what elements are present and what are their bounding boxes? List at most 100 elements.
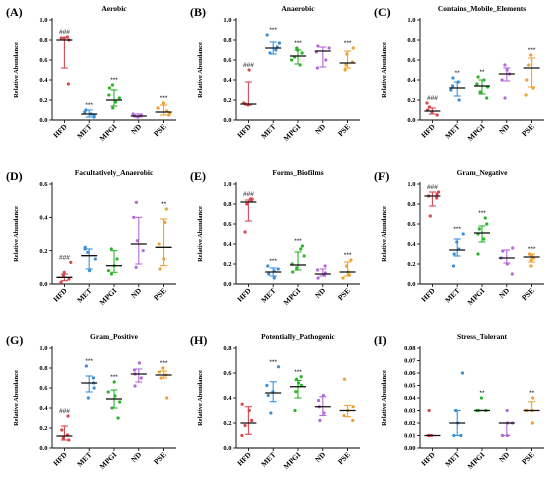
x-tick-label-mpgi: MPGI: [466, 122, 487, 143]
data-point-met: [451, 264, 456, 268]
x-tick-label-hfd: HFD: [235, 122, 253, 140]
data-point-hfd: [427, 408, 431, 413]
y-tick-label: 0.4: [39, 405, 48, 412]
y-axis-label: Relative Abundance: [381, 206, 388, 262]
data-point-mpgi: [300, 51, 304, 55]
significance-label-met: ***: [453, 226, 461, 233]
panel-letter: (H): [190, 333, 207, 347]
x-tick-label-hfd: HFD: [51, 286, 69, 304]
data-point-nd: [316, 276, 320, 280]
data-point-met: [265, 33, 269, 37]
x-tick-label-mpgi: MPGI: [466, 286, 487, 307]
chart-panel: (C) Contains_Mobile_Elements Relative Abun…: [374, 2, 550, 162]
significance-label-met: **: [455, 70, 461, 77]
chart-title: Stress_Tolerant: [457, 332, 508, 341]
data-point-pse: [157, 242, 161, 246]
significance-label-mpgi: ***: [110, 77, 118, 84]
data-point-mpgi: [302, 254, 306, 258]
x-tick-label-hfd: HFD: [419, 450, 437, 468]
data-point-met: [460, 371, 465, 375]
x-tick-label-nd: ND: [313, 122, 327, 136]
data-point-nd: [139, 376, 143, 380]
data-point-mpgi: [107, 93, 111, 97]
data-point-hfd: [243, 423, 247, 428]
x-tick-label-pse: PSE: [520, 450, 536, 466]
data-point-mpgi: [290, 58, 294, 62]
significance-label-met: ***: [85, 358, 93, 365]
x-tick-label-nd: ND: [313, 286, 327, 300]
data-point-nd: [137, 361, 142, 365]
significance-label-hfd: ###: [59, 254, 70, 261]
chart-panel: (G) Gram_Positive Relative Abundance 0.0 0.2…: [6, 330, 182, 490]
data-point-nd: [503, 96, 507, 100]
y-tick-label: 0.08: [404, 345, 416, 352]
data-point-met: [269, 411, 273, 415]
data-point-hfd: [66, 82, 71, 86]
data-point-met: [452, 252, 456, 256]
data-point-nd: [315, 268, 320, 272]
data-point-met: [86, 396, 90, 400]
data-point-met: [86, 250, 90, 254]
x-tick-label-mpgi: MPGI: [282, 122, 303, 143]
y-tick-label: 0.2: [407, 261, 415, 268]
data-point-met: [451, 76, 455, 80]
data-point-nd: [510, 272, 514, 276]
y-tick-label: 0.2: [223, 97, 231, 104]
data-point-nd: [324, 58, 328, 62]
data-point-pse: [164, 207, 168, 211]
data-point-met: [276, 365, 281, 369]
x-tick-label-hfd: HFD: [235, 286, 253, 304]
data-point-mpgi: [115, 257, 119, 261]
y-tick-label: 0.04: [404, 395, 416, 402]
chart-svg: (G) Gram_Positive Relative Abundance 0.0 0.2…: [6, 332, 176, 471]
x-tick-label-nd: ND: [313, 450, 327, 464]
y-axis-label: Relative Abundance: [197, 206, 204, 262]
data-point-met: [266, 393, 270, 398]
data-point-hfd: [436, 190, 441, 194]
data-point-nd: [316, 44, 320, 48]
x-tick-label-met: MET: [75, 286, 93, 304]
data-point-mpgi: [291, 270, 295, 274]
significance-label-pse: ***: [344, 252, 352, 259]
y-tick-label: 0.06: [404, 370, 416, 377]
y-tick-label: 0.8: [39, 365, 48, 372]
data-point-pse: [351, 405, 355, 409]
significance-label-hfd: ###: [59, 29, 70, 36]
x-tick-label-pse: PSE: [336, 122, 352, 138]
x-tick-label-met: MET: [75, 122, 93, 140]
x-tick-label-pse: PSE: [520, 286, 536, 302]
data-point-mpgi: [485, 222, 489, 226]
y-tick-label: 0.0: [39, 445, 47, 452]
data-point-nd: [315, 66, 319, 70]
data-point-met: [93, 257, 97, 261]
chart-title: Potentially_Pathogenic: [261, 332, 335, 341]
data-point-nd: [500, 433, 505, 438]
data-point-nd: [132, 368, 137, 372]
significance-label-hfd: ###: [243, 62, 254, 69]
chart-svg: (C) Contains_Mobile_Elements Relative Abun…: [374, 4, 544, 143]
significance-label-mpgi: ***: [294, 40, 302, 47]
data-point-pse: [351, 418, 355, 423]
data-point-met: [277, 41, 282, 45]
y-tick-label: 1.0: [407, 181, 415, 188]
y-tick-label: 0.8: [39, 37, 48, 44]
significance-label-mpgi: ***: [294, 238, 302, 245]
data-point-hfd: [60, 428, 64, 432]
y-tick-label: 0.8: [223, 37, 232, 44]
data-point-hfd: [66, 414, 70, 418]
x-tick-label-met: MET: [259, 286, 277, 304]
panel-letter: (E): [190, 169, 206, 183]
significance-label-met: ***: [269, 27, 277, 34]
y-tick-label: 0.0: [223, 281, 231, 288]
y-tick-label: 0.0: [223, 445, 231, 452]
data-point-nd: [500, 78, 504, 82]
significance-label-mpgi: ***: [294, 369, 302, 376]
data-point-mpgi: [109, 247, 113, 251]
significance-label-pse: ***: [344, 40, 352, 47]
data-point-pse: [161, 101, 165, 105]
data-point-hfd: [67, 438, 71, 442]
data-point-mpgi: [294, 390, 298, 394]
significance-label-mpgi: ***: [478, 210, 486, 217]
data-point-pse: [525, 78, 529, 82]
data-point-hfd: [59, 280, 63, 284]
